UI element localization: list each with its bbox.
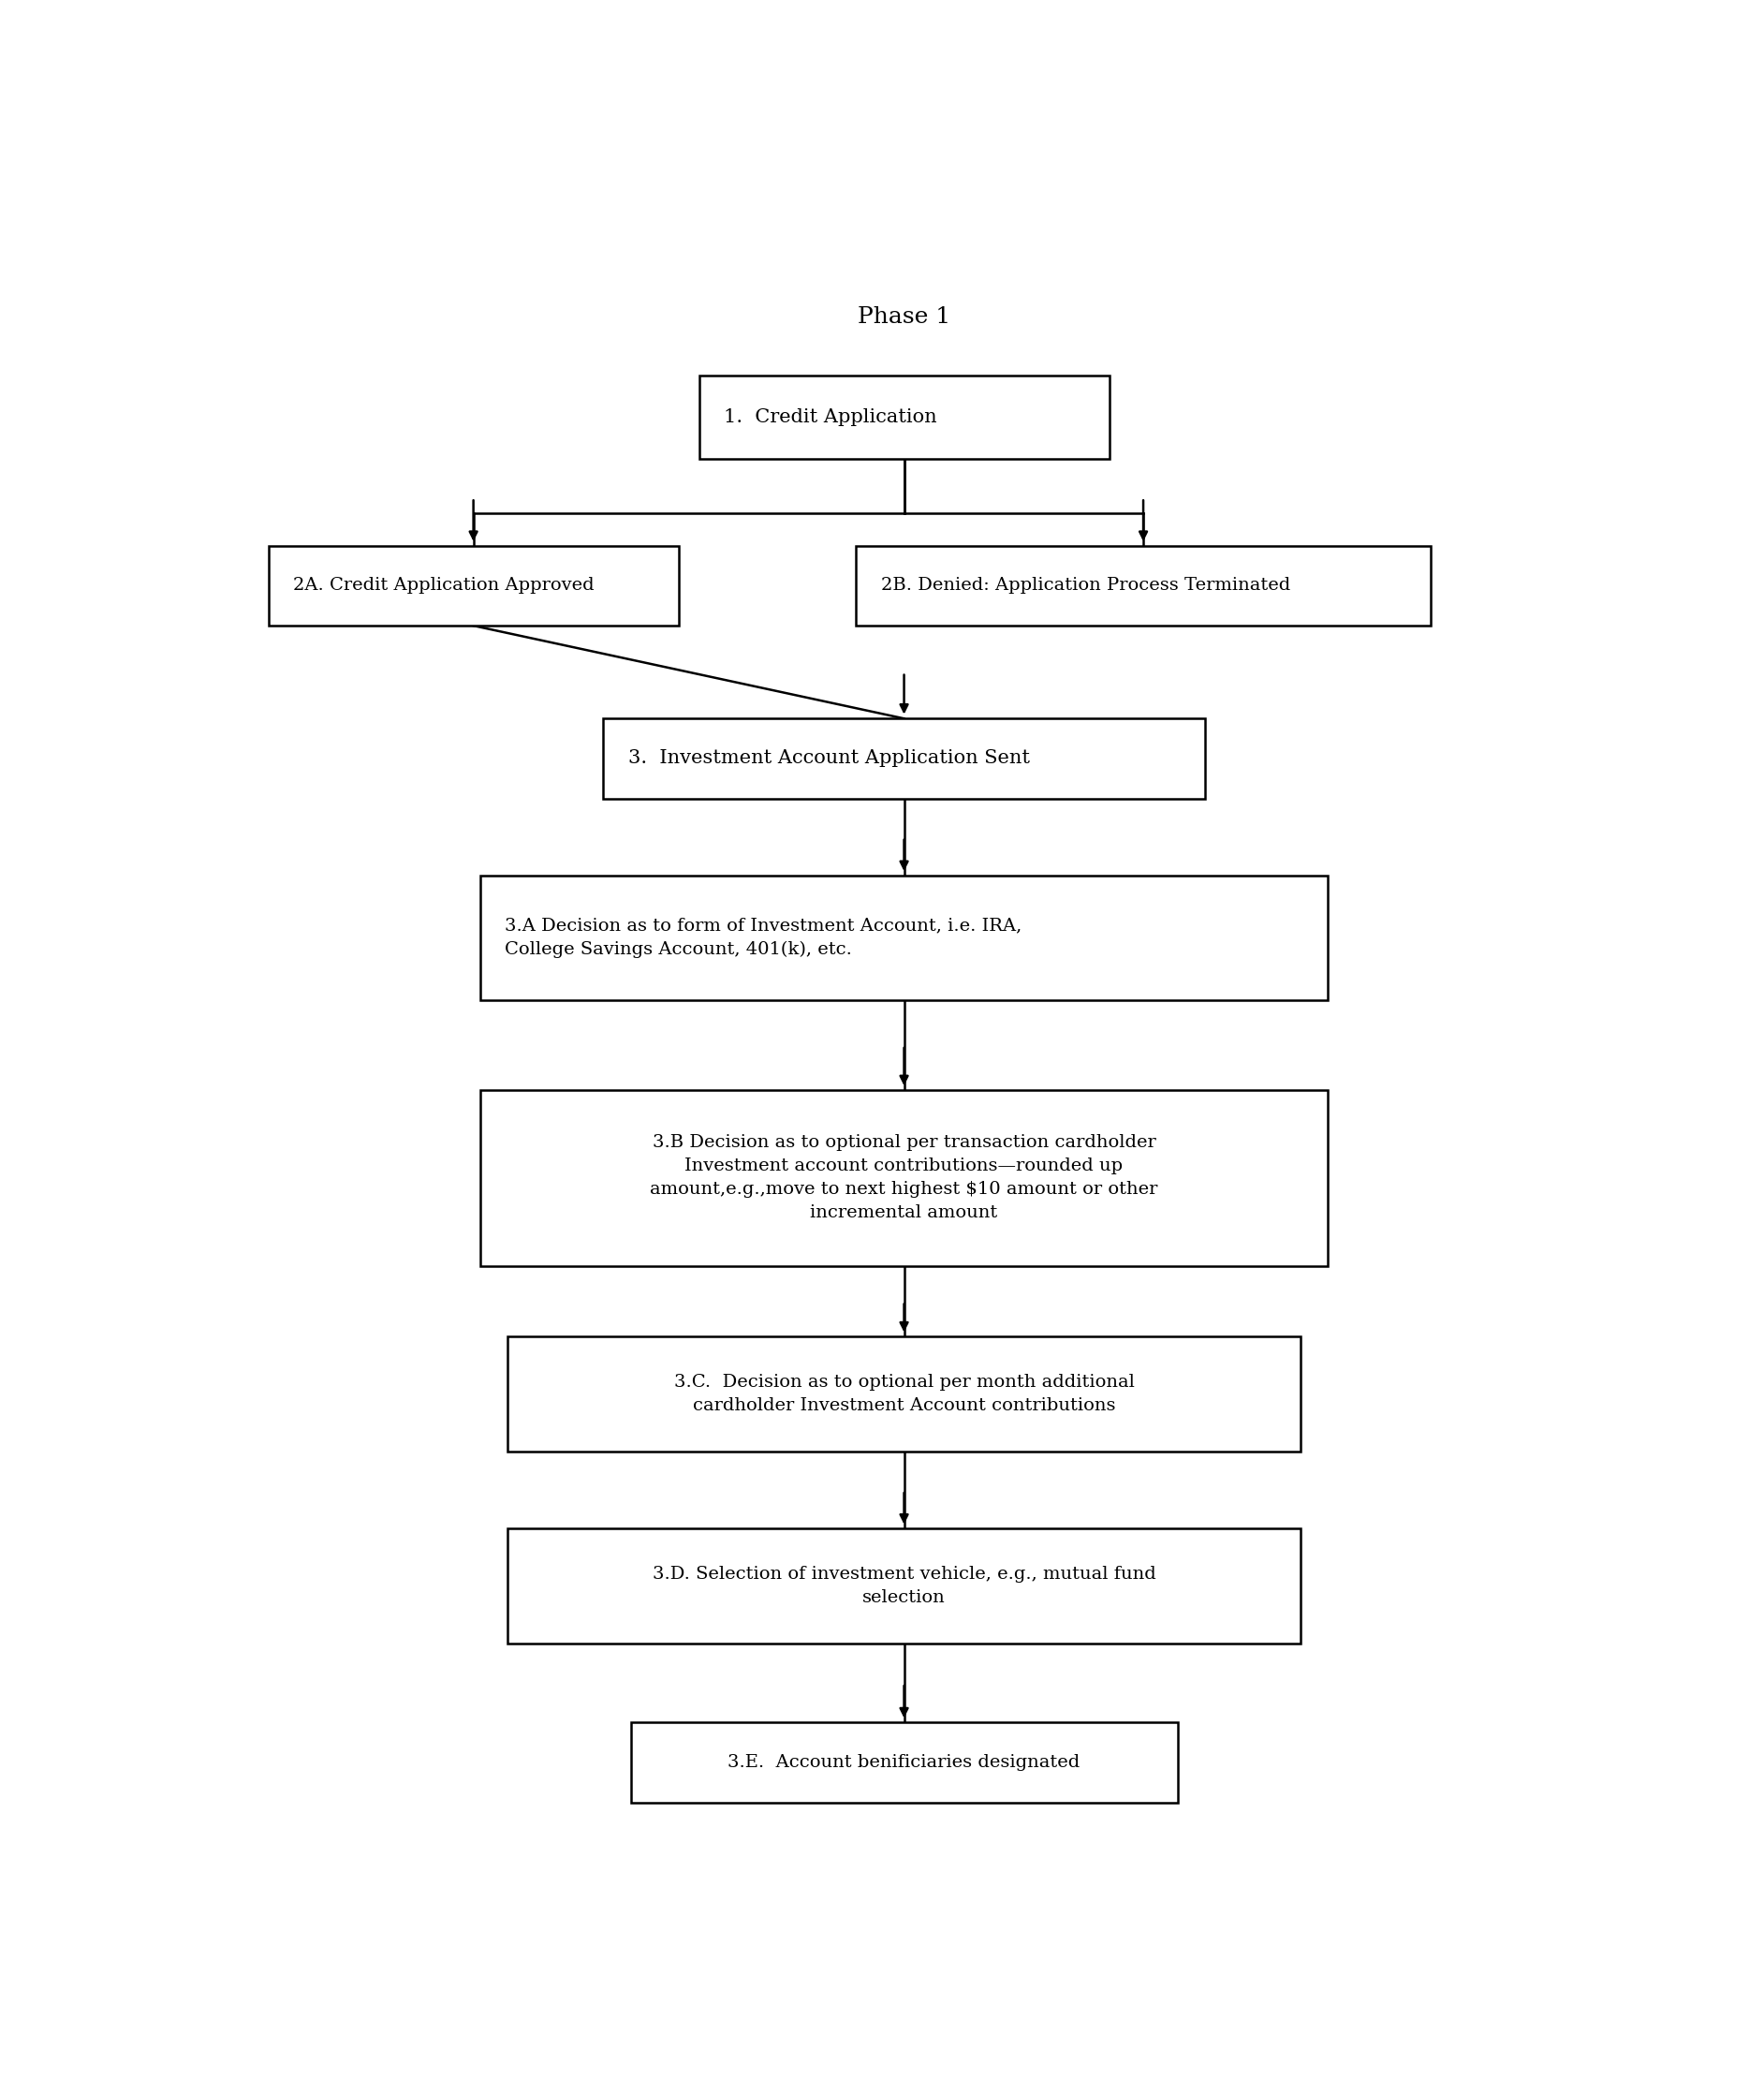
Text: 3.A Decision as to form of Investment Account, i.e. IRA,
College Savings Account: 3.A Decision as to form of Investment Ac… [505,917,1021,958]
FancyBboxPatch shape [480,1089,1328,1266]
FancyBboxPatch shape [480,875,1328,1000]
FancyBboxPatch shape [603,719,1205,798]
FancyBboxPatch shape [508,1528,1300,1644]
Text: 3.E.  Account benificiaries designated: 3.E. Account benificiaries designated [729,1755,1080,1771]
FancyBboxPatch shape [508,1337,1300,1451]
Text: Phase 1: Phase 1 [857,306,951,328]
Text: 3.C.  Decision as to optional per month additional
cardholder Investment Account: 3.C. Decision as to optional per month a… [674,1374,1134,1414]
Text: 3.B Decision as to optional per transaction cardholder
Investment account contri: 3.B Decision as to optional per transact… [651,1135,1157,1222]
Text: 1.  Credit Application: 1. Credit Application [723,410,937,426]
Text: 3.D. Selection of investment vehicle, e.g., mutual fund
selection: 3.D. Selection of investment vehicle, e.… [653,1565,1155,1607]
FancyBboxPatch shape [268,545,679,626]
FancyBboxPatch shape [699,376,1110,459]
Text: 2B. Denied: Application Process Terminated: 2B. Denied: Application Process Terminat… [880,578,1289,595]
FancyBboxPatch shape [632,1721,1178,1802]
Text: 2A. Credit Application Approved: 2A. Credit Application Approved [293,578,594,595]
Text: 3.  Investment Account Application Sent: 3. Investment Account Application Sent [628,751,1030,767]
FancyBboxPatch shape [856,545,1431,626]
